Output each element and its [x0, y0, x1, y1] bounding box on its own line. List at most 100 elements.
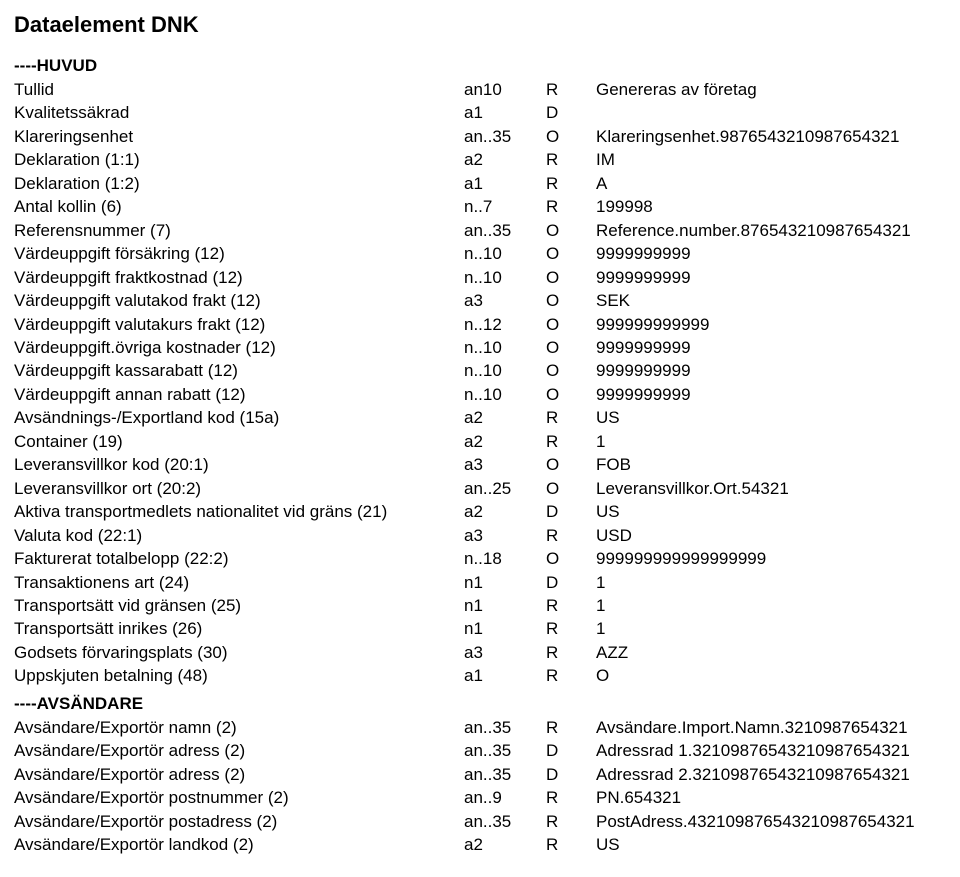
row-code: a2	[464, 148, 546, 171]
row-flag: R	[546, 833, 596, 856]
data-row: Referensnummer (7)an..35OReference.numbe…	[0, 219, 960, 242]
row-code: n1	[464, 571, 546, 594]
row-value: PN.654321	[596, 786, 960, 809]
row-value: 999999999999999999	[596, 547, 960, 570]
row-value: USD	[596, 524, 960, 547]
row-value: 1	[596, 571, 960, 594]
row-code: an..9	[464, 786, 546, 809]
row-code: n..10	[464, 383, 546, 406]
row-label: Avsändare/Exportör adress (2)	[14, 739, 464, 762]
row-value: Avsändare.Import.Namn.3210987654321	[596, 716, 960, 739]
row-flag: R	[546, 641, 596, 664]
row-code: an..35	[464, 219, 546, 242]
row-label: Avsändare/Exportör landkod (2)	[14, 833, 464, 856]
row-flag: D	[546, 739, 596, 762]
row-flag: R	[546, 148, 596, 171]
row-label: Avsändare/Exportör adress (2)	[14, 763, 464, 786]
row-label: Uppskjuten betalning (48)	[14, 664, 464, 687]
row-value: 9999999999	[596, 336, 960, 359]
row-value: Klareringsenhet.9876543210987654321	[596, 125, 960, 148]
page-title: Dataelement DNK	[14, 12, 960, 38]
row-label: Avsändare/Exportör postadress (2)	[14, 810, 464, 833]
row-code: n..7	[464, 195, 546, 218]
row-code: a2	[464, 833, 546, 856]
data-row: Värdeuppgift kassarabatt (12)n..10O99999…	[0, 359, 960, 382]
row-code: an..25	[464, 477, 546, 500]
document-page: Dataelement DNK ----HUVUDTullidan10RGene…	[0, 0, 960, 877]
row-flag: R	[546, 617, 596, 640]
data-row: Värdeuppgift valutakurs frakt (12)n..12O…	[0, 313, 960, 336]
row-value: IM	[596, 148, 960, 171]
data-row: Godsets förvaringsplats (30)a3RAZZ	[0, 641, 960, 664]
data-row: Klareringsenhetan..35OKlareringsenhet.98…	[0, 125, 960, 148]
row-label: Värdeuppgift fraktkostnad (12)	[14, 266, 464, 289]
data-row: Transportsätt vid gränsen (25)n1R1	[0, 594, 960, 617]
section-heading: ----AVSÄNDARE	[14, 694, 960, 714]
row-code: n..18	[464, 547, 546, 570]
data-row: Leveransvillkor kod (20:1)a3OFOB	[0, 453, 960, 476]
row-label: Deklaration (1:1)	[14, 148, 464, 171]
data-row: Container (19)a2R1	[0, 430, 960, 453]
row-flag: R	[546, 664, 596, 687]
row-code: a3	[464, 524, 546, 547]
row-code: n..12	[464, 313, 546, 336]
row-value: 1	[596, 617, 960, 640]
row-flag: R	[546, 430, 596, 453]
row-value: PostAdress.432109876543210987654321	[596, 810, 960, 833]
row-flag: O	[546, 219, 596, 242]
row-label: Avsändnings-/Exportland kod (15a)	[14, 406, 464, 429]
row-code: n1	[464, 594, 546, 617]
row-value: Genereras av företag	[596, 78, 960, 101]
data-row: Värdeuppgift försäkring (12)n..10O999999…	[0, 242, 960, 265]
data-row: Uppskjuten betalning (48)a1RO	[0, 664, 960, 687]
data-row: Kvalitetssäkrada1D	[0, 101, 960, 124]
row-code: an..35	[464, 763, 546, 786]
row-code: a2	[464, 430, 546, 453]
row-value: Adressrad 1.32109876543210987654321	[596, 739, 960, 762]
data-row: Deklaration (1:1)a2RIM	[0, 148, 960, 171]
row-flag: O	[546, 336, 596, 359]
row-code: an..35	[464, 810, 546, 833]
row-flag: R	[546, 406, 596, 429]
row-code: an..35	[464, 739, 546, 762]
row-flag: R	[546, 786, 596, 809]
row-code: a3	[464, 641, 546, 664]
sections-container: ----HUVUDTullidan10RGenereras av företag…	[0, 56, 960, 857]
data-row: Avsändare/Exportör landkod (2)a2RUS	[0, 833, 960, 856]
row-flag: O	[546, 547, 596, 570]
row-value: FOB	[596, 453, 960, 476]
data-row: Antal kollin (6)n..7R199998	[0, 195, 960, 218]
row-label: Tullid	[14, 78, 464, 101]
data-row: Aktiva transportmedlets nationalitet vid…	[0, 500, 960, 523]
row-flag: O	[546, 125, 596, 148]
row-value: 999999999999	[596, 313, 960, 336]
row-flag: D	[546, 571, 596, 594]
row-flag: R	[546, 810, 596, 833]
row-code: a1	[464, 172, 546, 195]
row-code: n..10	[464, 266, 546, 289]
row-value: 9999999999	[596, 359, 960, 382]
row-flag: O	[546, 359, 596, 382]
row-flag: D	[546, 500, 596, 523]
row-label: Värdeuppgift.övriga kostnader (12)	[14, 336, 464, 359]
row-label: Leveransvillkor kod (20:1)	[14, 453, 464, 476]
row-label: Deklaration (1:2)	[14, 172, 464, 195]
row-code: a2	[464, 406, 546, 429]
row-label: Godsets förvaringsplats (30)	[14, 641, 464, 664]
row-value: 9999999999	[596, 242, 960, 265]
row-label: Värdeuppgift valutakurs frakt (12)	[14, 313, 464, 336]
row-label: Transportsätt inrikes (26)	[14, 617, 464, 640]
row-flag: R	[546, 172, 596, 195]
data-row: Avsändare/Exportör adress (2)an..35DAdre…	[0, 739, 960, 762]
row-flag: O	[546, 313, 596, 336]
data-row: Transportsätt inrikes (26)n1R1	[0, 617, 960, 640]
row-value: A	[596, 172, 960, 195]
row-label: Fakturerat totalbelopp (22:2)	[14, 547, 464, 570]
row-label: Värdeuppgift annan rabatt (12)	[14, 383, 464, 406]
row-code: an..35	[464, 125, 546, 148]
row-value: Reference.number.876543210987654321	[596, 219, 960, 242]
row-code: n..10	[464, 336, 546, 359]
row-flag: R	[546, 524, 596, 547]
row-value: US	[596, 833, 960, 856]
row-flag: O	[546, 242, 596, 265]
